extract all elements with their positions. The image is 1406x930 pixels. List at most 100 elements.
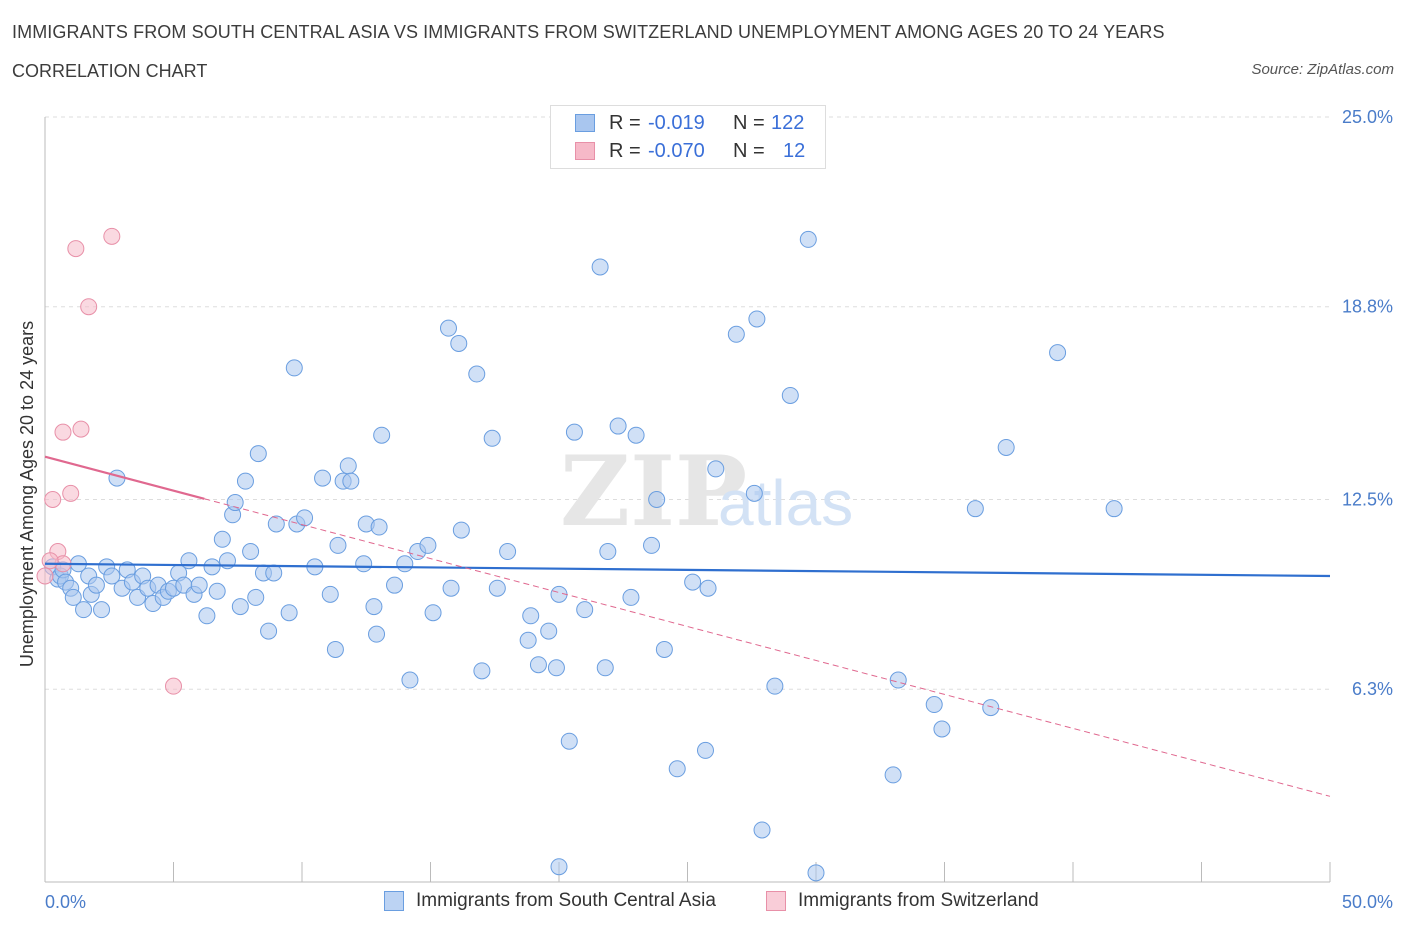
bottom-legend-swatch-blue: [384, 891, 404, 911]
data-point: [452, 521, 470, 539]
data-point: [321, 585, 339, 603]
data-point: [296, 509, 314, 527]
data-point: [643, 536, 661, 554]
data-point: [781, 386, 799, 404]
data-point: [41, 552, 59, 570]
trend-line-switzerland-solid: [44, 455, 205, 500]
legend-r-value: -0.019: [648, 112, 705, 134]
data-point: [696, 741, 714, 759]
x-tick-label: 50.0%: [1342, 892, 1393, 912]
data-point: [72, 420, 90, 438]
y-tick-label: 18.8%: [1342, 297, 1393, 317]
data-point: [355, 555, 373, 573]
data-point: [314, 469, 332, 487]
data-point: [180, 552, 198, 570]
legend-n-label: N =: [733, 140, 765, 162]
trend-line-switzerland-dashed: [204, 498, 1331, 797]
data-point: [242, 543, 260, 561]
data-point: [165, 677, 182, 695]
correlation-legend: R = -0.019 N = 122 R = -0.070 N = 12: [550, 105, 826, 169]
data-point: [468, 365, 486, 383]
data-point: [236, 472, 254, 490]
data-point: [370, 518, 388, 536]
data-point: [339, 457, 357, 475]
data-point: [265, 564, 283, 582]
chart-subtitle: CORRELATION CHART: [12, 61, 208, 81]
data-point: [766, 677, 784, 695]
legend-n-label: N =: [733, 112, 765, 134]
data-point: [522, 607, 540, 625]
data-point: [54, 423, 72, 441]
data-point: [247, 588, 265, 606]
data-point: [439, 319, 457, 337]
data-point: [799, 230, 817, 248]
y-tick-label: 25.0%: [1342, 107, 1393, 127]
data-point: [260, 622, 278, 640]
legend-r-label: R =: [609, 112, 641, 134]
legend-n-value: 122: [771, 112, 805, 134]
data-point: [982, 699, 1000, 717]
data-point: [529, 656, 547, 674]
data-point: [499, 543, 517, 561]
data-point: [365, 598, 383, 616]
data-point: [753, 821, 771, 839]
data-point: [368, 625, 386, 643]
data-point: [80, 298, 98, 316]
x-tick-labels: 0.0% 50.0%: [45, 892, 1393, 912]
data-point: [103, 567, 121, 585]
trend-lines: [44, 455, 1331, 797]
data-point: [576, 601, 594, 619]
data-point: [925, 696, 943, 714]
data-point: [519, 631, 537, 649]
data-point: [424, 604, 442, 622]
data-point: [226, 494, 244, 512]
data-point: [267, 515, 285, 533]
data-point: [1105, 500, 1123, 518]
data-point: [966, 500, 984, 518]
data-point: [213, 530, 231, 548]
data-point: [550, 858, 568, 876]
data-point: [591, 258, 609, 276]
legend-r-label: R =: [609, 140, 641, 162]
data-point: [727, 325, 745, 343]
data-point: [1049, 344, 1067, 362]
data-point: [44, 491, 62, 508]
data-point: [684, 573, 702, 591]
y-axis-label: Unemployment Among Ages 20 to 24 years: [17, 321, 37, 667]
y-tick-labels: 6.3% 12.5% 18.8% 25.0%: [1342, 107, 1393, 699]
data-point: [599, 543, 617, 561]
data-point: [190, 576, 208, 594]
data-point: [87, 576, 105, 594]
data-point: [627, 426, 645, 444]
data-point: [396, 555, 414, 573]
chart-title: IMMIGRANTS FROM SOUTH CENTRAL ASIA VS IM…: [12, 22, 1165, 42]
series-switzerland: [36, 227, 182, 695]
trend-line-south-central-asia: [44, 562, 1331, 578]
data-point: [560, 732, 578, 750]
x-tick-label: 0.0%: [45, 892, 86, 912]
data-point: [596, 659, 614, 677]
data-point: [103, 227, 121, 245]
data-point: [748, 310, 766, 328]
data-point: [75, 601, 93, 619]
data-point: [565, 423, 583, 441]
data-point: [442, 579, 460, 597]
data-point: [67, 240, 85, 258]
legend-n-value: 12: [783, 140, 806, 162]
watermark-zip: ZIP: [560, 435, 747, 548]
data-point: [540, 622, 558, 640]
source-label: Source: ZipAtlas.com: [1251, 61, 1394, 78]
data-point: [547, 659, 565, 677]
y-tick-label: 12.5%: [1342, 490, 1393, 510]
data-point: [285, 359, 303, 377]
legend-swatch-blue: [575, 114, 595, 132]
data-point: [707, 460, 725, 478]
data-point: [419, 536, 437, 554]
data-point: [36, 567, 54, 585]
series-south-central-asia: [44, 230, 1123, 882]
y-tick-label: 6.3%: [1352, 679, 1393, 699]
data-point: [483, 429, 501, 447]
data-point: [208, 582, 226, 600]
data-point: [326, 640, 344, 658]
